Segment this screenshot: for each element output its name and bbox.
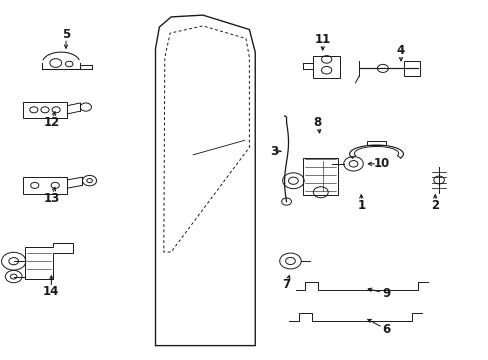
Text: 9: 9 [382,287,389,300]
Text: 4: 4 [396,44,404,57]
Text: 5: 5 [62,28,70,41]
Text: 1: 1 [357,199,365,212]
Text: 11: 11 [314,33,330,46]
Bar [313,56,339,78]
Text: 3: 3 [269,145,277,158]
Text: 12: 12 [43,116,60,129]
Bar [22,102,67,118]
Text: 10: 10 [372,157,389,170]
Text: 14: 14 [43,285,60,298]
Text: 8: 8 [313,116,321,129]
Bar [303,158,338,195]
Bar [404,61,419,76]
Text: 6: 6 [382,323,389,336]
Bar [366,141,385,145]
Text: 2: 2 [430,199,438,212]
Bar [22,177,67,194]
Text: 7: 7 [282,278,289,291]
Text: 13: 13 [43,192,60,204]
